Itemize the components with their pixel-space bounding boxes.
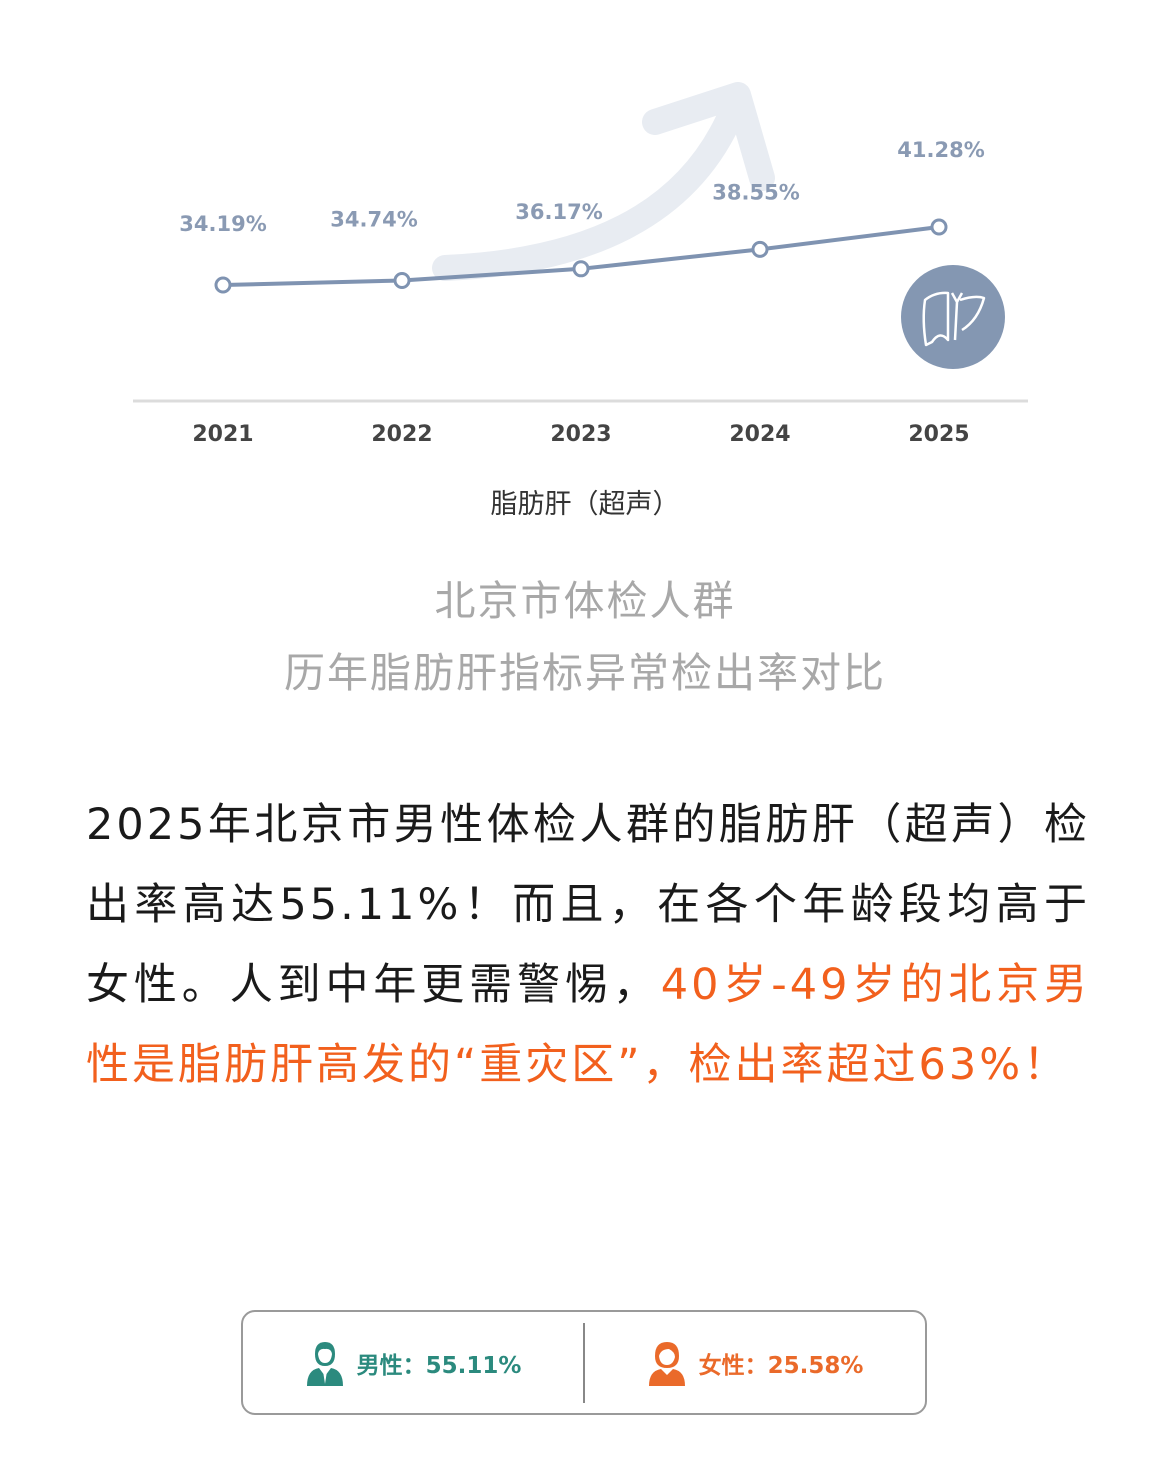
trend-arrow-head <box>642 82 775 191</box>
trend-arrow-decoration <box>432 92 748 281</box>
paragraph-highlight: 40岁-49岁的北京男性是脂肪肝高发的“重灾区”，检出率超过63%！ <box>86 960 1091 1090</box>
line-chart: 34.19% 34.74% 36.17% 38.55% 41.28% 2021 2022 2… <box>133 82 1028 447</box>
data-point-2023 <box>572 260 590 278</box>
data-point-2025 <box>930 218 948 236</box>
male-stat: 男性：55.11% <box>243 1340 583 1386</box>
data-label-2022: 34.74% <box>330 208 417 232</box>
subtitle-line-1: 北京市体检人群 <box>434 577 736 625</box>
data-point-2021 <box>214 276 232 294</box>
man-avatar-icon <box>306 1341 343 1386</box>
data-label-2025: 41.28% <box>897 138 984 162</box>
x-tick-2024: 2024 <box>729 422 790 447</box>
x-tick-2023: 2023 <box>550 422 611 447</box>
body-paragraph: 2025年北京市男性体检人群的脂肪肝（超声）检出率高达55.11%！而且，在各个… <box>86 785 1090 1105</box>
paragraph-text: 2025年北京市男性体检人群的脂肪肝（超声）检出率高达55.11%！而且，在各个… <box>86 800 1090 1010</box>
data-label-2024: 38.55% <box>712 180 799 204</box>
liver-icon <box>901 265 1005 369</box>
subtitle-line-2: 历年脂肪肝指标异常检出率对比 <box>284 649 886 697</box>
female-stat: 女性：25.58% <box>585 1340 925 1386</box>
x-axis-label: 脂肪肝（超声） <box>490 489 680 520</box>
male-rate: 男性：55.11% <box>356 1352 522 1379</box>
data-point-2022 <box>393 272 411 290</box>
gender-stats-card: 男性：55.11% 女性：25.58% <box>241 1310 927 1415</box>
data-label-2021: 34.19% <box>179 212 266 236</box>
data-label-2023: 36.17% <box>515 200 602 224</box>
female-rate: 女性：25.58% <box>698 1352 864 1379</box>
divider <box>583 1322 585 1403</box>
x-tick-2021: 2021 <box>192 422 253 447</box>
woman-avatar-icon <box>648 1341 685 1386</box>
chart-subtitle: 北京市体检人群 历年脂肪肝指标异常检出率对比 <box>0 565 1170 709</box>
x-tick-2022: 2022 <box>371 422 432 447</box>
x-tick-2025: 2025 <box>908 422 969 447</box>
data-point-2024 <box>751 240 769 258</box>
